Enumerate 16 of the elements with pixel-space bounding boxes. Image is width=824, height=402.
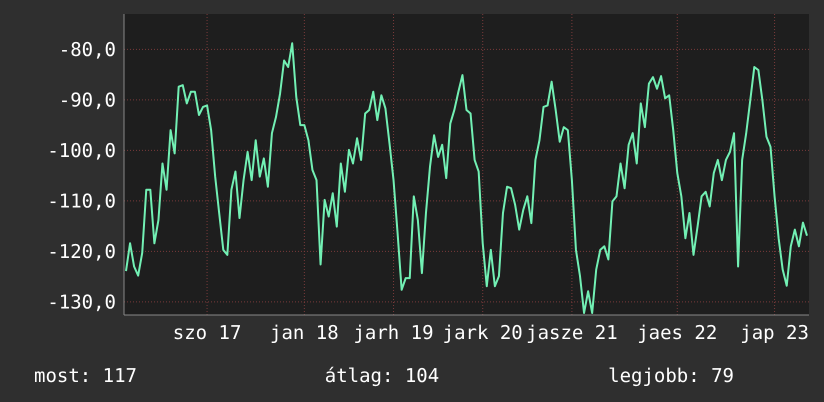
text: most: 117 xyxy=(34,365,137,387)
x-tick-label: jark 20 xyxy=(442,322,523,344)
y-tick-label: -120,0 xyxy=(47,241,116,264)
x-tick-label: jaes 22 xyxy=(637,322,718,344)
text: legjobb: 79 xyxy=(608,365,734,387)
y-tick-label: -90,0 xyxy=(58,90,116,112)
y-tick-label: -130,0 xyxy=(47,292,116,314)
text: átlag: 104 xyxy=(324,365,440,387)
x-tick-label: szo 17 xyxy=(172,322,242,344)
y-tick-label: -80,0 xyxy=(58,39,116,61)
x-tick-label: jarh 19 xyxy=(353,322,434,344)
y-tick-label: -100,0 xyxy=(47,140,116,162)
x-tick-label: jan 18 xyxy=(270,322,339,344)
x-tick-label: jasze 21 xyxy=(526,322,618,344)
y-tick-label: -110,0 xyxy=(47,190,116,213)
x-tick-label: jap 23 xyxy=(740,322,809,344)
